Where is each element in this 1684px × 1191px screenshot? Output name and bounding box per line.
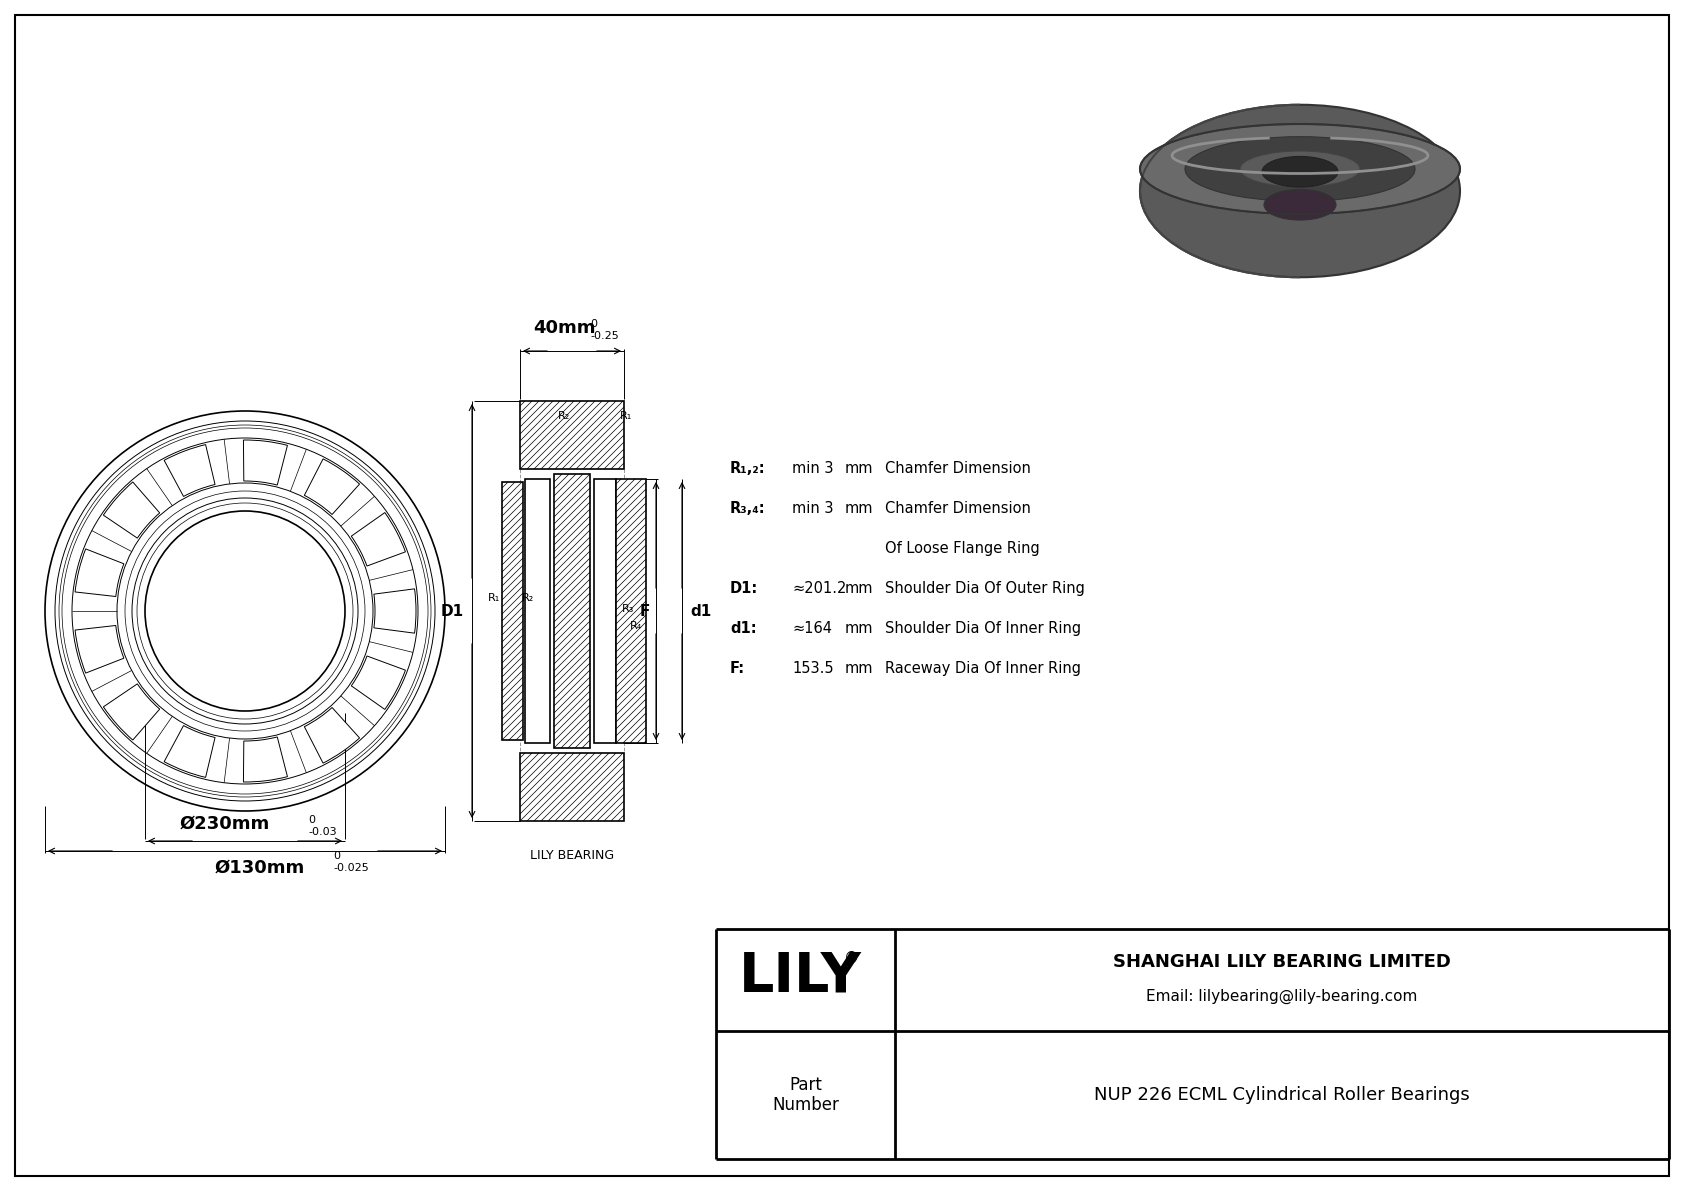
Text: R₃,₄:: R₃,₄: (729, 501, 766, 516)
Text: Email: lilybearing@lily-bearing.com: Email: lilybearing@lily-bearing.com (1147, 989, 1418, 1004)
Text: ≈164: ≈164 (791, 621, 832, 636)
Text: 0: 0 (589, 319, 598, 329)
Text: 40mm: 40mm (532, 319, 594, 337)
Text: min 3: min 3 (791, 501, 834, 516)
Text: Shoulder Dia Of Inner Ring: Shoulder Dia Of Inner Ring (886, 621, 1081, 636)
Ellipse shape (1140, 105, 1460, 278)
Bar (594, 479, 616, 743)
Text: d1: d1 (690, 604, 711, 618)
Text: R₄: R₄ (630, 621, 642, 631)
Text: R₂: R₂ (557, 411, 571, 420)
Wedge shape (103, 684, 160, 740)
Text: min 3: min 3 (791, 461, 834, 476)
Text: ®: ® (844, 950, 859, 966)
Wedge shape (305, 707, 360, 763)
Text: D1: D1 (441, 604, 465, 618)
Text: SHANGHAI LILY BEARING LIMITED: SHANGHAI LILY BEARING LIMITED (1113, 953, 1452, 971)
Text: -0.25: -0.25 (589, 331, 618, 341)
Text: Shoulder Dia Of Outer Ring: Shoulder Dia Of Outer Ring (886, 581, 1084, 596)
Wedge shape (76, 625, 125, 673)
Text: Chamfer Dimension: Chamfer Dimension (886, 461, 1031, 476)
Text: Ø230mm: Ø230mm (180, 815, 269, 833)
Text: 0: 0 (333, 852, 340, 861)
Text: R₂: R₂ (522, 593, 534, 603)
Text: mm: mm (845, 581, 874, 596)
Text: LILY: LILY (739, 949, 862, 1003)
Text: mm: mm (845, 621, 874, 636)
Bar (554, 474, 589, 748)
Text: mm: mm (845, 501, 874, 516)
Text: R₃: R₃ (621, 604, 635, 615)
Text: R₁: R₁ (488, 593, 500, 603)
Wedge shape (163, 444, 216, 497)
Text: Of Loose Flange Ring: Of Loose Flange Ring (886, 541, 1039, 556)
Bar (525, 479, 551, 743)
Text: R₁,₂:: R₁,₂: (729, 461, 766, 476)
Text: D1:: D1: (729, 581, 758, 596)
Text: NUP 226 ECML Cylindrical Roller Bearings: NUP 226 ECML Cylindrical Roller Bearings (1095, 1086, 1470, 1104)
Text: 0: 0 (308, 815, 315, 825)
Text: -0.03: -0.03 (308, 827, 337, 837)
Text: Ø130mm: Ø130mm (216, 859, 305, 877)
Wedge shape (76, 549, 125, 597)
Wedge shape (352, 656, 406, 710)
Wedge shape (305, 459, 360, 515)
Text: 153.5: 153.5 (791, 661, 834, 676)
Wedge shape (163, 725, 216, 778)
Text: -0.025: -0.025 (333, 863, 369, 873)
Text: Part
Number: Part Number (771, 1075, 839, 1115)
Wedge shape (374, 588, 416, 634)
Bar (520, 401, 625, 469)
Text: F:: F: (729, 661, 744, 676)
Wedge shape (244, 737, 288, 782)
Text: mm: mm (845, 661, 874, 676)
Text: F: F (640, 604, 650, 618)
Text: Chamfer Dimension: Chamfer Dimension (886, 501, 1031, 516)
Ellipse shape (1140, 124, 1460, 214)
Text: d1:: d1: (729, 621, 756, 636)
Wedge shape (352, 512, 406, 566)
Text: mm: mm (845, 461, 874, 476)
Ellipse shape (1186, 137, 1415, 201)
Bar (520, 753, 625, 821)
Wedge shape (103, 482, 160, 538)
Text: Raceway Dia Of Inner Ring: Raceway Dia Of Inner Ring (886, 661, 1081, 676)
Ellipse shape (1265, 189, 1335, 220)
Ellipse shape (1261, 156, 1339, 187)
Ellipse shape (1239, 151, 1361, 187)
Wedge shape (244, 439, 288, 485)
Text: LILY BEARING: LILY BEARING (530, 849, 615, 862)
Text: R₁: R₁ (620, 411, 632, 420)
Bar (616, 479, 647, 743)
Bar (502, 482, 524, 740)
Text: ≈201.2: ≈201.2 (791, 581, 847, 596)
